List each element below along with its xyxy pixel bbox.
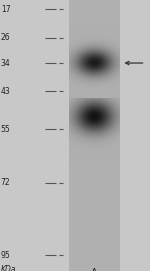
Text: 17: 17 [1,5,10,14]
Text: 95: 95 [1,251,10,260]
Text: 55: 55 [1,125,10,134]
Text: KDa: KDa [1,265,16,271]
Text: A: A [91,268,98,271]
Bar [69,0,120,271]
Text: 72: 72 [1,178,10,187]
Text: 34: 34 [1,59,10,67]
Text: 43: 43 [1,87,10,96]
Text: 26: 26 [1,33,10,42]
